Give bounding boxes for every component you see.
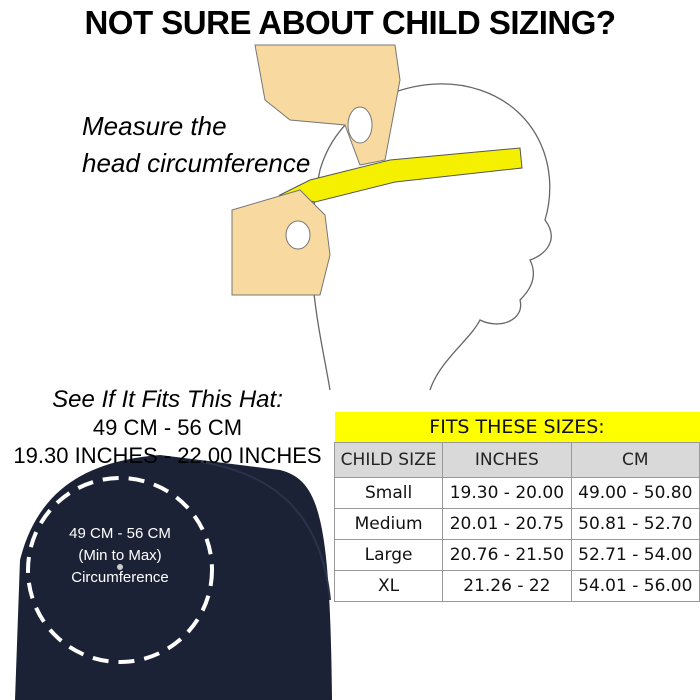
cell-size: XL	[333, 570, 444, 602]
cell-size: Large	[333, 539, 444, 571]
dashed-circumference-circle	[26, 476, 214, 664]
hat-fit-heading: See If It Fits This Hat:	[52, 386, 283, 413]
table-row: Medium 20.01 - 20.75 50.81 - 52.70	[333, 508, 700, 540]
page-title: NOT SURE ABOUT CHILD SIZING?	[84, 4, 616, 41]
measuring-tape-icon	[278, 147, 523, 203]
hat-fit-inches: 19.30 INCHES - 22.00 INCHES	[13, 443, 322, 468]
hat-label-line-1: 49 CM - 56 CM	[69, 525, 171, 542]
measure-instruction: Measure the head circumference	[82, 108, 310, 182]
table-caption: FITS THESE SIZES:	[334, 412, 700, 443]
hat-circumference-label: 49 CM - 56 CM (Min to Max) Circumference	[60, 523, 180, 589]
cell-size: Small	[333, 477, 444, 509]
hat-label-line-2: (Min to Max)	[78, 547, 162, 564]
header-cm: CM	[570, 442, 700, 478]
cell-cm: 50.81 - 52.70	[570, 508, 700, 540]
instruction-line-2: head circumference	[82, 148, 311, 178]
size-table: FITS THESE SIZES: CHILD SIZE INCHES CM S…	[333, 412, 700, 602]
header-inches: INCHES	[442, 442, 572, 478]
hand-top-icon	[254, 44, 401, 166]
hat-fit-cm: 49 CM - 56 CM	[92, 415, 243, 440]
cell-cm: 54.01 - 56.00	[570, 570, 700, 602]
hat-image	[15, 455, 332, 700]
table-row: Small 19.30 - 20.00 49.00 - 50.80	[333, 477, 700, 509]
hat-fit-info: See If It Fits This Hat: 49 CM - 56 CM 1…	[0, 386, 335, 470]
cell-cm: 49.00 - 50.80	[570, 477, 700, 509]
cell-cm: 52.71 - 54.00	[570, 539, 700, 571]
cell-inches: 21.26 - 22	[442, 570, 572, 602]
cell-size: Medium	[333, 508, 444, 540]
header-child-size: CHILD SIZE	[333, 442, 444, 478]
cell-inches: 20.76 - 21.50	[442, 539, 572, 571]
table-row: XL 21.26 - 22 54.01 - 56.00	[333, 570, 700, 602]
cell-inches: 19.30 - 20.00	[442, 477, 572, 509]
hat-label-line-3: Circumference	[71, 569, 169, 586]
hand-bottom-icon	[231, 189, 331, 296]
instruction-line-1: Measure the	[82, 111, 227, 141]
table-row: Large 20.76 - 21.50 52.71 - 54.00	[333, 539, 700, 571]
cell-inches: 20.01 - 20.75	[442, 508, 572, 540]
